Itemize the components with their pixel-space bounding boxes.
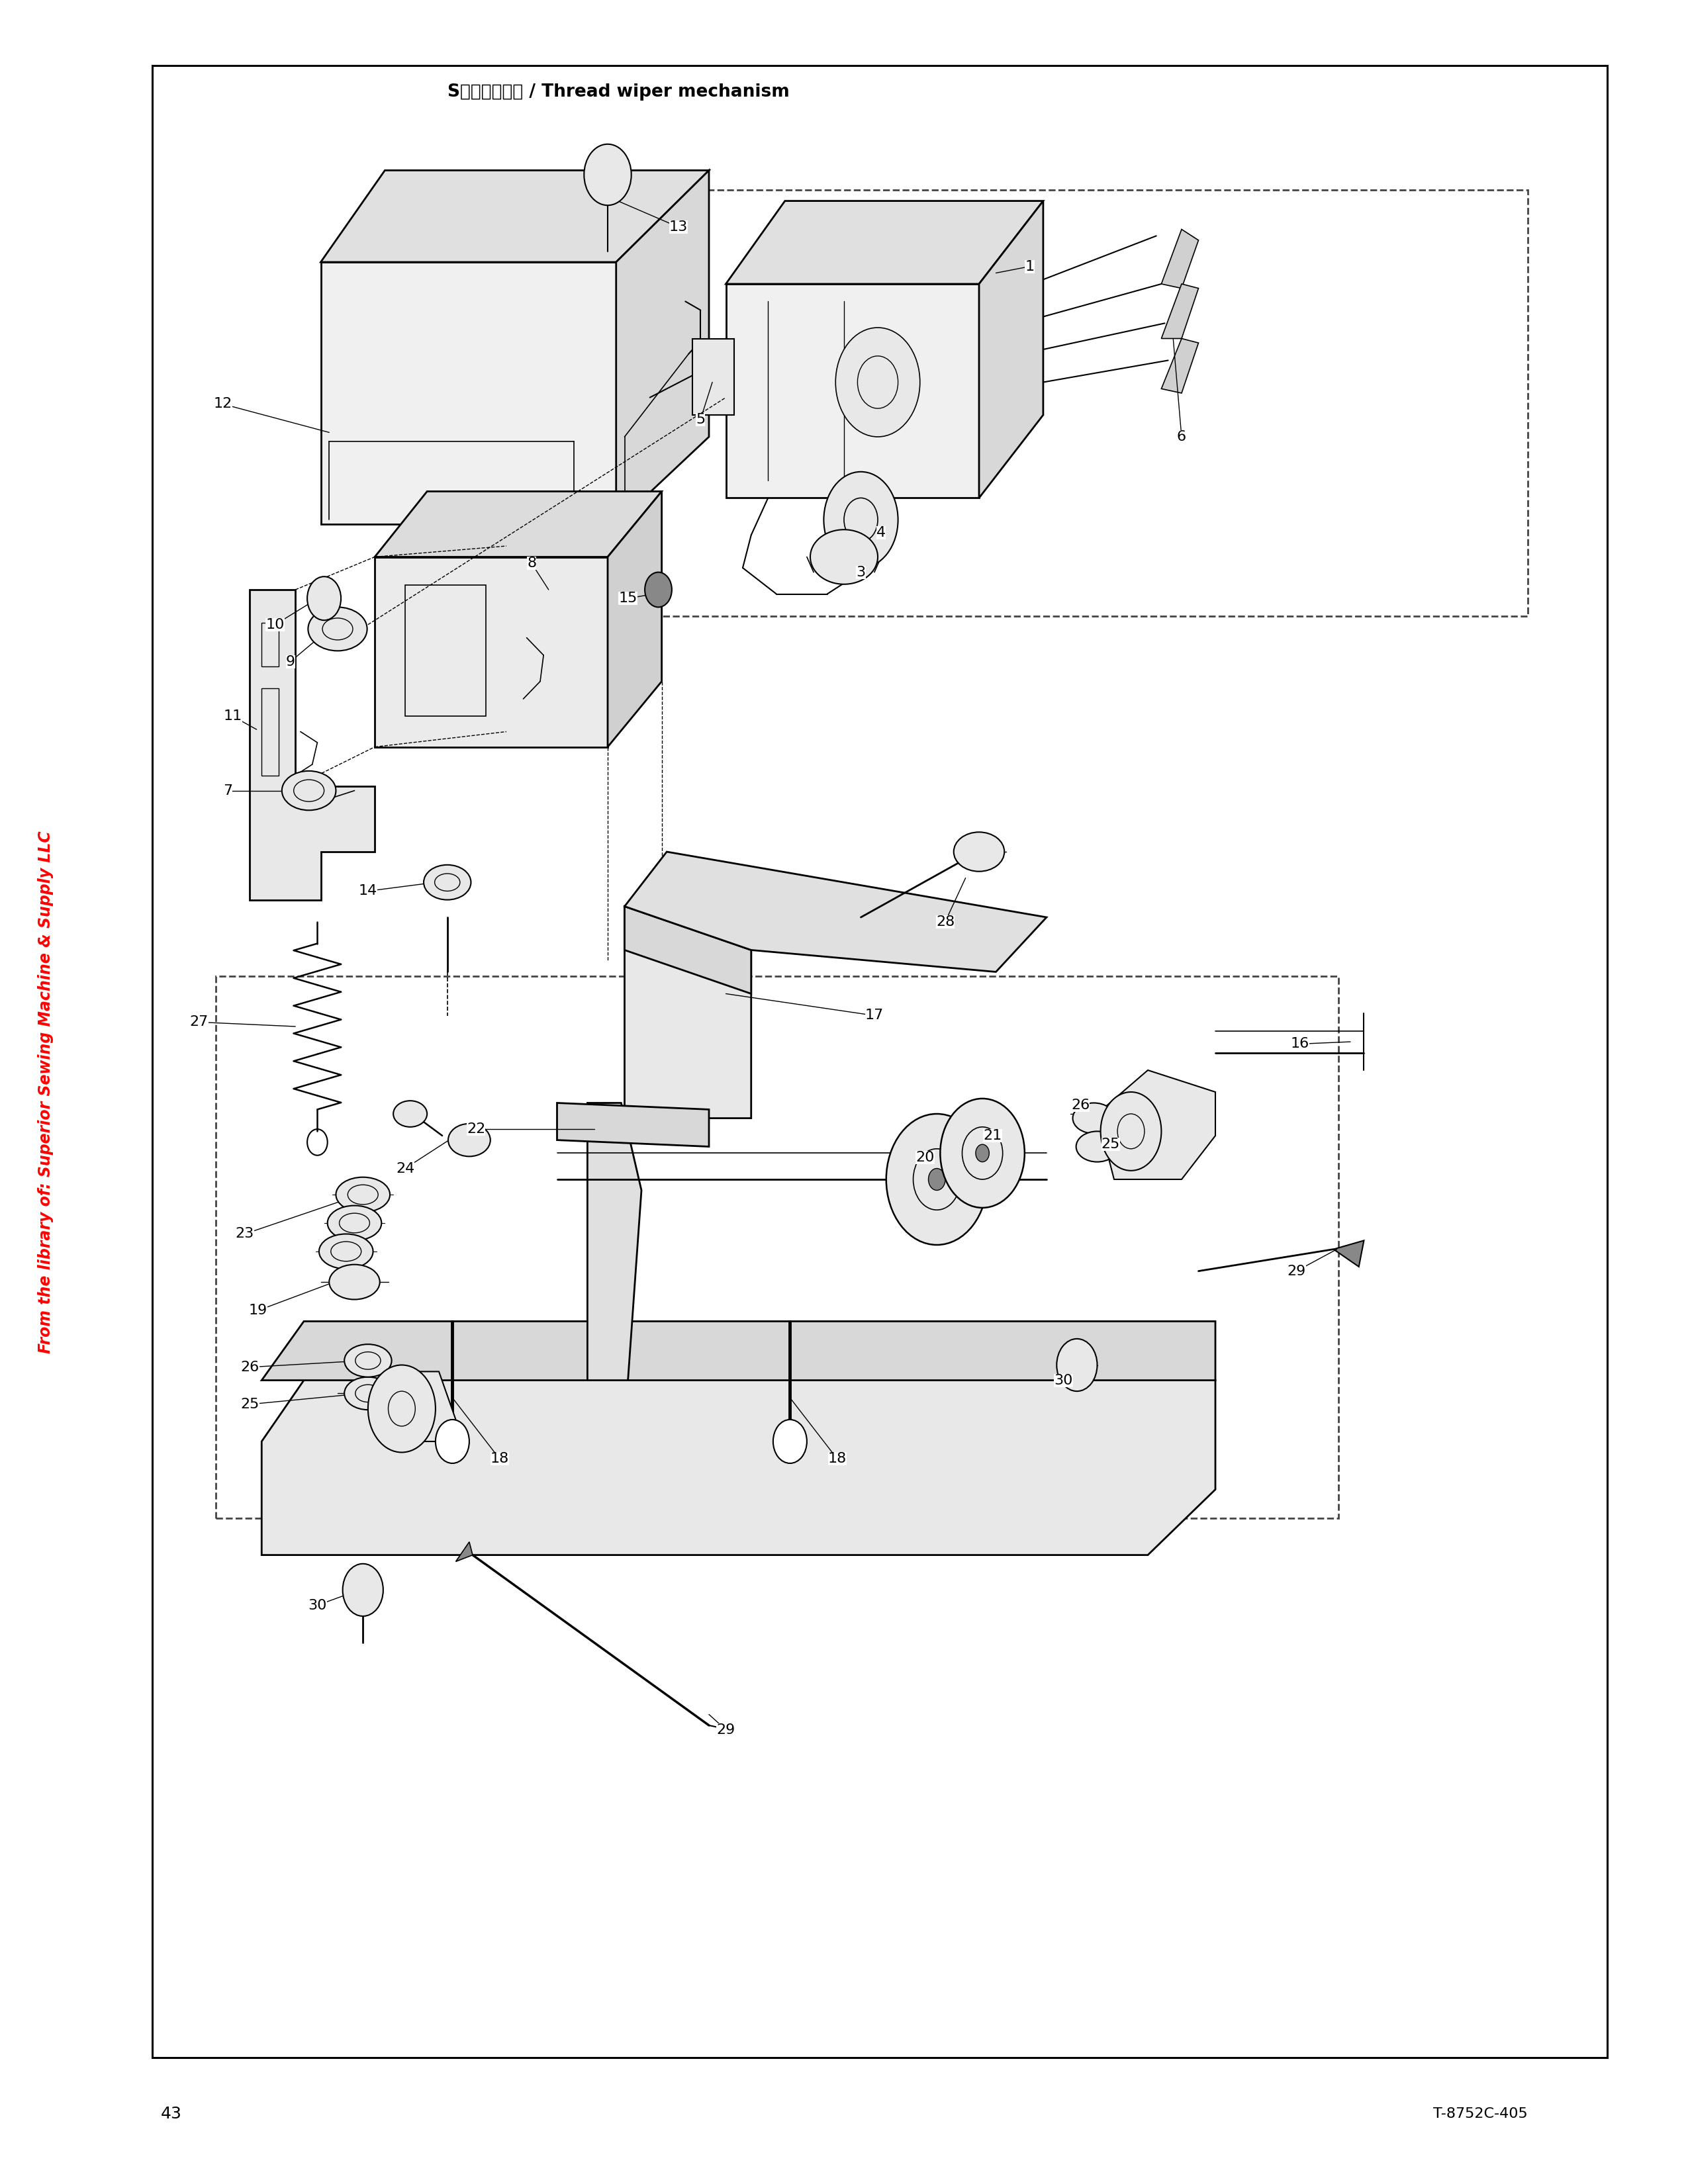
- Circle shape: [584, 144, 631, 205]
- Ellipse shape: [336, 1177, 390, 1212]
- Text: 19: 19: [248, 1304, 268, 1317]
- Text: 24: 24: [395, 1162, 415, 1175]
- Text: 18: 18: [827, 1452, 847, 1465]
- Ellipse shape: [319, 1234, 373, 1269]
- Polygon shape: [250, 590, 375, 900]
- Text: 43: 43: [160, 2105, 182, 2123]
- Ellipse shape: [329, 1265, 380, 1299]
- Text: 12: 12: [213, 397, 233, 411]
- Bar: [216, 976, 1339, 1518]
- Polygon shape: [262, 1380, 1215, 1555]
- Circle shape: [645, 572, 672, 607]
- Text: 29: 29: [716, 1723, 736, 1736]
- Text: 10: 10: [265, 618, 285, 631]
- Polygon shape: [456, 1542, 473, 1562]
- Polygon shape: [1161, 284, 1198, 339]
- Polygon shape: [587, 1103, 641, 1380]
- Text: 25: 25: [1101, 1138, 1121, 1151]
- Text: From the library of: Superior Sewing Machine & Supply LLC: From the library of: Superior Sewing Mac…: [37, 830, 54, 1354]
- Polygon shape: [321, 262, 616, 524]
- Polygon shape: [726, 201, 1043, 284]
- Bar: [262, 688, 279, 775]
- Ellipse shape: [954, 832, 1004, 871]
- Text: T-8752C-405: T-8752C-405: [1433, 2108, 1528, 2121]
- Polygon shape: [616, 170, 709, 524]
- Ellipse shape: [282, 771, 336, 810]
- Text: 28: 28: [935, 915, 955, 928]
- Text: 4: 4: [876, 526, 886, 539]
- Ellipse shape: [449, 1125, 491, 1158]
- Circle shape: [368, 1365, 436, 1452]
- Polygon shape: [625, 906, 751, 1118]
- Circle shape: [928, 1168, 945, 1190]
- Circle shape: [824, 472, 898, 568]
- Polygon shape: [1161, 339, 1198, 393]
- Polygon shape: [979, 201, 1043, 498]
- Ellipse shape: [810, 531, 878, 583]
- Circle shape: [886, 1114, 987, 1245]
- Polygon shape: [1161, 229, 1198, 288]
- Polygon shape: [726, 284, 979, 498]
- Polygon shape: [321, 170, 709, 262]
- Text: 6: 6: [1177, 430, 1187, 443]
- Text: 3: 3: [856, 566, 866, 579]
- Bar: [262, 622, 279, 666]
- Polygon shape: [1334, 1241, 1364, 1267]
- Text: 17: 17: [864, 1009, 885, 1022]
- Text: 8: 8: [527, 557, 537, 570]
- Ellipse shape: [344, 1378, 392, 1411]
- Text: 26: 26: [1070, 1099, 1090, 1112]
- Ellipse shape: [327, 1206, 381, 1241]
- Ellipse shape: [1077, 1131, 1117, 1162]
- Circle shape: [976, 1144, 989, 1162]
- Text: 29: 29: [1286, 1265, 1307, 1278]
- Text: 30: 30: [1053, 1374, 1074, 1387]
- Text: 9: 9: [285, 655, 295, 668]
- Polygon shape: [262, 1321, 1215, 1380]
- Polygon shape: [625, 906, 751, 994]
- Text: 25: 25: [240, 1398, 260, 1411]
- Text: 5: 5: [695, 413, 706, 426]
- Polygon shape: [1097, 1070, 1215, 1179]
- Ellipse shape: [424, 865, 471, 900]
- Bar: [152, 66, 1607, 2057]
- Bar: [565, 190, 1528, 616]
- Polygon shape: [375, 491, 662, 557]
- Bar: [405, 585, 486, 716]
- Text: 23: 23: [235, 1227, 255, 1241]
- Ellipse shape: [393, 1101, 427, 1127]
- Circle shape: [940, 1099, 1025, 1208]
- Text: 26: 26: [240, 1361, 260, 1374]
- Circle shape: [1101, 1092, 1161, 1171]
- Text: 16: 16: [1290, 1037, 1310, 1051]
- Circle shape: [307, 577, 341, 620]
- Text: 18: 18: [490, 1452, 510, 1465]
- Polygon shape: [397, 1372, 456, 1441]
- Text: S．糸払い関係 / Thread wiper mechanism: S．糸払い関係 / Thread wiper mechanism: [447, 83, 790, 100]
- Text: 11: 11: [223, 710, 243, 723]
- Circle shape: [773, 1420, 807, 1463]
- Text: 13: 13: [668, 221, 689, 234]
- Circle shape: [1057, 1339, 1097, 1391]
- Text: 27: 27: [189, 1016, 209, 1029]
- Text: 30: 30: [307, 1599, 327, 1612]
- Text: 1: 1: [1025, 260, 1035, 273]
- Text: 7: 7: [223, 784, 233, 797]
- Ellipse shape: [344, 1345, 392, 1378]
- Text: 15: 15: [618, 592, 638, 605]
- Polygon shape: [608, 491, 662, 747]
- Circle shape: [836, 328, 920, 437]
- Ellipse shape: [1074, 1103, 1114, 1133]
- Text: 14: 14: [358, 885, 378, 898]
- Text: 21: 21: [982, 1129, 1003, 1142]
- Polygon shape: [375, 557, 608, 747]
- Circle shape: [343, 1564, 383, 1616]
- Text: 22: 22: [466, 1123, 486, 1136]
- Ellipse shape: [307, 607, 368, 651]
- Polygon shape: [625, 852, 1047, 972]
- Text: 20: 20: [915, 1151, 935, 1164]
- Polygon shape: [557, 1103, 709, 1147]
- Polygon shape: [692, 339, 734, 415]
- Circle shape: [436, 1420, 469, 1463]
